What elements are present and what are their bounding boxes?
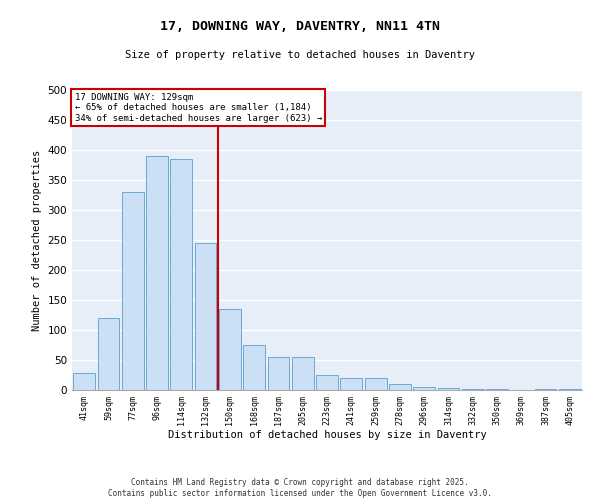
- Bar: [389, 384, 411, 390]
- Bar: [268, 357, 289, 390]
- Bar: [146, 156, 168, 390]
- Bar: [73, 373, 95, 390]
- Bar: [413, 387, 435, 390]
- Text: 17 DOWNING WAY: 129sqm
← 65% of detached houses are smaller (1,184)
34% of semi-: 17 DOWNING WAY: 129sqm ← 65% of detached…: [74, 93, 322, 123]
- Bar: [97, 318, 119, 390]
- Y-axis label: Number of detached properties: Number of detached properties: [32, 150, 42, 330]
- Text: 17, DOWNING WAY, DAVENTRY, NN11 4TN: 17, DOWNING WAY, DAVENTRY, NN11 4TN: [160, 20, 440, 33]
- Text: Size of property relative to detached houses in Daventry: Size of property relative to detached ho…: [125, 50, 475, 60]
- Bar: [316, 375, 338, 390]
- Bar: [462, 389, 484, 390]
- Bar: [170, 159, 192, 390]
- Bar: [365, 378, 386, 390]
- Bar: [122, 192, 143, 390]
- Text: Contains HM Land Registry data © Crown copyright and database right 2025.
Contai: Contains HM Land Registry data © Crown c…: [108, 478, 492, 498]
- Bar: [292, 357, 314, 390]
- Bar: [486, 389, 508, 390]
- Bar: [194, 243, 217, 390]
- Bar: [437, 388, 460, 390]
- Bar: [243, 345, 265, 390]
- Bar: [340, 378, 362, 390]
- X-axis label: Distribution of detached houses by size in Daventry: Distribution of detached houses by size …: [167, 430, 487, 440]
- Bar: [219, 309, 241, 390]
